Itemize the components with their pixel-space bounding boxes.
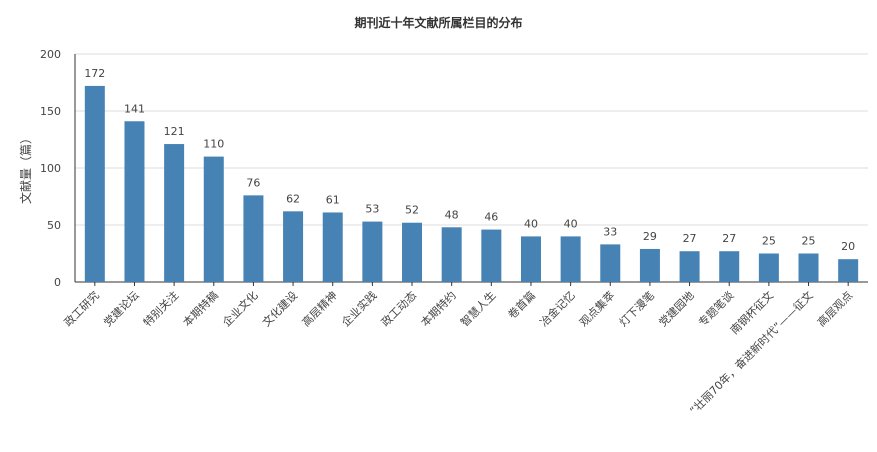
- x-tick-label-20: 高层观点: [814, 288, 855, 329]
- bar-3: [164, 144, 185, 282]
- bar-15: [639, 248, 660, 282]
- data-label-9: 52: [405, 204, 419, 217]
- data-label-2: 141: [124, 102, 145, 115]
- x-tick-label-1: 政工研究: [61, 288, 102, 329]
- bar-2: [124, 121, 145, 282]
- data-label-17: 27: [722, 232, 736, 245]
- x-tick-label-12: 卷首篇: [505, 288, 538, 321]
- x-tick-label-11: 智慧人生: [457, 288, 498, 329]
- y-tick-label-100: 100: [40, 162, 61, 175]
- x-tick-label-15: 灯下漫笔: [616, 288, 657, 329]
- data-label-6: 62: [286, 192, 300, 205]
- y-tick-label-200: 200: [40, 48, 61, 61]
- y-axis-title: 文献量（篇）: [18, 132, 33, 204]
- data-label-7: 61: [326, 193, 340, 206]
- data-label-1: 172: [84, 67, 105, 80]
- data-label-20: 20: [841, 240, 855, 253]
- bar-19: [798, 253, 819, 282]
- bar-4: [203, 156, 224, 282]
- bar-6: [283, 211, 304, 282]
- bar-14: [600, 244, 621, 282]
- x-tick-label-16: 党建园地: [656, 288, 697, 329]
- y-tick-label-0: 0: [54, 276, 61, 289]
- data-label-3: 121: [164, 125, 185, 138]
- data-label-15: 29: [643, 230, 657, 243]
- bar-5: [243, 195, 264, 282]
- data-label-11: 46: [484, 211, 498, 224]
- x-tick-label-6: 文化建设: [259, 288, 300, 329]
- x-tick-label-8: 企业实践: [338, 288, 379, 329]
- bar-12: [520, 236, 541, 282]
- x-tick-label-4: 本期特稿: [180, 288, 221, 329]
- bar-8: [362, 221, 383, 282]
- x-tick-label-10: 本期特约: [418, 288, 459, 329]
- x-tick-label-2: 党建论坛: [101, 288, 142, 329]
- bar-17: [719, 251, 740, 282]
- x-tick-label-5: 企业文化: [220, 288, 261, 329]
- bar-7: [322, 212, 343, 282]
- y-tick-label-50: 50: [47, 219, 61, 232]
- x-tick-label-3: 特别关注: [140, 288, 181, 329]
- y-tick-label-150: 150: [40, 105, 61, 118]
- x-tick-label-13: 冶金记忆: [537, 288, 578, 329]
- bar-16: [679, 251, 700, 282]
- data-label-18: 25: [762, 235, 776, 248]
- data-label-14: 33: [603, 225, 617, 238]
- data-label-10: 48: [445, 208, 459, 221]
- bar-18: [758, 253, 779, 282]
- bar-11: [481, 229, 502, 282]
- bar-10: [441, 227, 462, 282]
- bar-9: [402, 222, 423, 282]
- x-tick-label-14: 观点集萃: [576, 288, 617, 329]
- bar-13: [560, 236, 581, 282]
- bar-1: [84, 85, 105, 282]
- chart-title: 期刊近十年文献所属栏目的分布: [354, 16, 523, 30]
- data-label-8: 53: [365, 203, 379, 216]
- data-label-16: 27: [683, 232, 697, 245]
- x-tick-label-7: 高层精神: [299, 288, 340, 329]
- data-label-4: 110: [203, 138, 224, 151]
- data-label-19: 25: [802, 235, 816, 248]
- x-tick-label-9: 政工动态: [378, 288, 419, 329]
- x-tick-label-17: 专题笔谈: [695, 288, 736, 329]
- bar-20: [838, 259, 859, 282]
- data-label-13: 40: [564, 217, 578, 230]
- data-label-5: 76: [246, 176, 260, 189]
- data-label-12: 40: [524, 217, 538, 230]
